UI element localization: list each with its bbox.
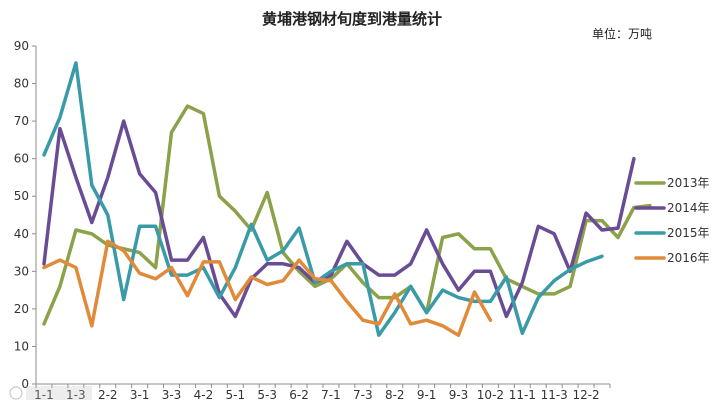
- x-tick-label: 6-2: [289, 388, 309, 402]
- x-tick-label: 8-2: [385, 388, 405, 402]
- series-line-4: [42, 239, 493, 337]
- x-tick-label: 5-1: [226, 388, 246, 402]
- y-tick-label: 90: [14, 39, 29, 53]
- series-line-1: [42, 104, 652, 326]
- x-tick-label: 7-3: [353, 388, 373, 402]
- x-tick-label: 3-1: [130, 388, 150, 402]
- y-tick-label: 0: [21, 377, 29, 391]
- legend-label-4: 2016年: [667, 251, 710, 265]
- chart-title: 黄埔港钢材旬度到港量统计: [262, 10, 442, 28]
- x-tick-label: 9-3: [449, 388, 469, 402]
- series-lines: [42, 61, 652, 337]
- legend-label-1: 2013年: [667, 176, 710, 190]
- x-tick-label: 11-1: [509, 388, 536, 402]
- y-tick-label: 20: [14, 302, 29, 316]
- x-tick-label: 10-2: [477, 388, 504, 402]
- x-tick-label: 1-3: [66, 388, 86, 402]
- axes: 0 10 20 30 40 50 60 70 80 90 1-1 1-3 2-2 3-1 3-3 4-2 5-1…: [14, 39, 611, 402]
- y-tick-label: 40: [14, 227, 29, 241]
- x-tick-label: 2-2: [98, 388, 118, 402]
- x-tick-label: 9-1: [417, 388, 437, 402]
- x-tick-label: 11-3: [541, 388, 568, 402]
- x-tick-label: 1-1: [34, 388, 54, 402]
- y-tick-label: 50: [14, 189, 29, 203]
- y-tick-label: 80: [14, 77, 29, 91]
- series-line-2: [42, 119, 636, 319]
- legend: 2013年 2014年 2015年 2016年: [634, 176, 710, 265]
- y-tick-label: 70: [14, 114, 29, 128]
- y-tick-label: 10: [14, 339, 29, 353]
- x-tick-label: 3-3: [162, 388, 182, 402]
- y-tick-label: 30: [14, 264, 29, 278]
- watermark: [9, 386, 92, 400]
- x-tick-label: 5-3: [257, 388, 277, 402]
- legend-label-2: 2014年: [667, 201, 710, 215]
- series-line-3: [42, 61, 604, 337]
- unit-label: 单位：万吨: [592, 26, 652, 41]
- x-tick-label: 7-1: [321, 388, 341, 402]
- x-tick-label: 4-2: [194, 388, 214, 402]
- x-tick-label: 12-2: [572, 388, 599, 402]
- legend-label-3: 2015年: [667, 226, 710, 240]
- y-tick-label: 60: [14, 152, 29, 166]
